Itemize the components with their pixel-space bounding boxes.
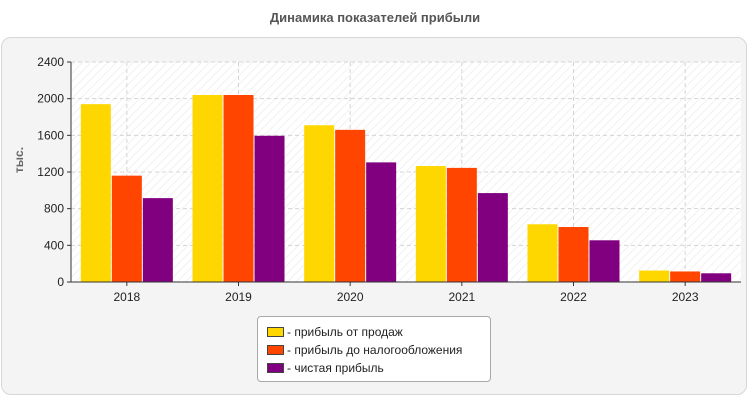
legend-swatch-pretax-profit <box>267 345 284 355</box>
y-tick-label: 2400 <box>37 55 64 69</box>
y-tick-label: 400 <box>44 238 64 252</box>
bar-2018-series-1[interactable] <box>80 104 111 283</box>
bar-2022-series-2[interactable] <box>558 227 589 282</box>
bar-2020-series-2[interactable] <box>335 129 366 282</box>
legend-item[interactable]: - чистая прибыль <box>267 359 490 377</box>
y-tick-label: 1600 <box>37 128 64 142</box>
bar-2021-series-3[interactable] <box>477 193 508 282</box>
chart-title: Динамика показателей прибыли <box>269 10 481 25</box>
legend-label: - чистая прибыль <box>287 361 384 375</box>
x-tick-label: 2020 <box>337 290 364 304</box>
x-tick-label: 2018 <box>113 290 140 304</box>
bar-2021-series-2[interactable] <box>446 167 477 282</box>
bar-2019-series-3[interactable] <box>254 135 285 282</box>
bar-2018-series-2[interactable] <box>111 175 142 282</box>
bar-2023-series-2[interactable] <box>670 271 701 282</box>
y-tick-label: 2000 <box>37 92 64 106</box>
x-tick-label: 2023 <box>672 290 699 304</box>
legend-label: - прибыль до налогообложения <box>287 343 463 357</box>
bar-2021-series-1[interactable] <box>415 166 446 282</box>
legend: - прибыль от продаж - прибыль до налогоо… <box>257 316 491 382</box>
x-tick-label: 2019 <box>225 290 252 304</box>
bar-2022-series-1[interactable] <box>527 224 558 282</box>
bar-2018-series-3[interactable] <box>142 198 173 282</box>
bar-2023-series-3[interactable] <box>701 273 732 282</box>
legend-swatch-net-profit <box>267 363 284 373</box>
x-tick-label: 2022 <box>560 290 587 304</box>
bar-2019-series-2[interactable] <box>223 95 254 282</box>
legend-item[interactable]: - прибыль до налогообложения <box>267 341 490 359</box>
legend-swatch-sales-profit <box>267 327 284 337</box>
bar-2020-series-3[interactable] <box>366 162 397 282</box>
bar-2023-series-1[interactable] <box>639 270 670 282</box>
legend-item[interactable]: - прибыль от продаж <box>267 323 490 341</box>
y-tick-label: 0 <box>57 275 64 289</box>
y-tick-label: 800 <box>44 202 64 216</box>
bar-2019-series-1[interactable] <box>192 95 223 282</box>
x-tick-label: 2021 <box>448 290 475 304</box>
y-tick-label: 1200 <box>37 165 64 179</box>
legend-label: - прибыль от продаж <box>287 325 403 339</box>
bar-2020-series-1[interactable] <box>304 125 335 282</box>
plot-area <box>71 62 741 282</box>
bar-2022-series-3[interactable] <box>589 240 620 282</box>
y-axis-label: тыс. <box>12 147 26 173</box>
